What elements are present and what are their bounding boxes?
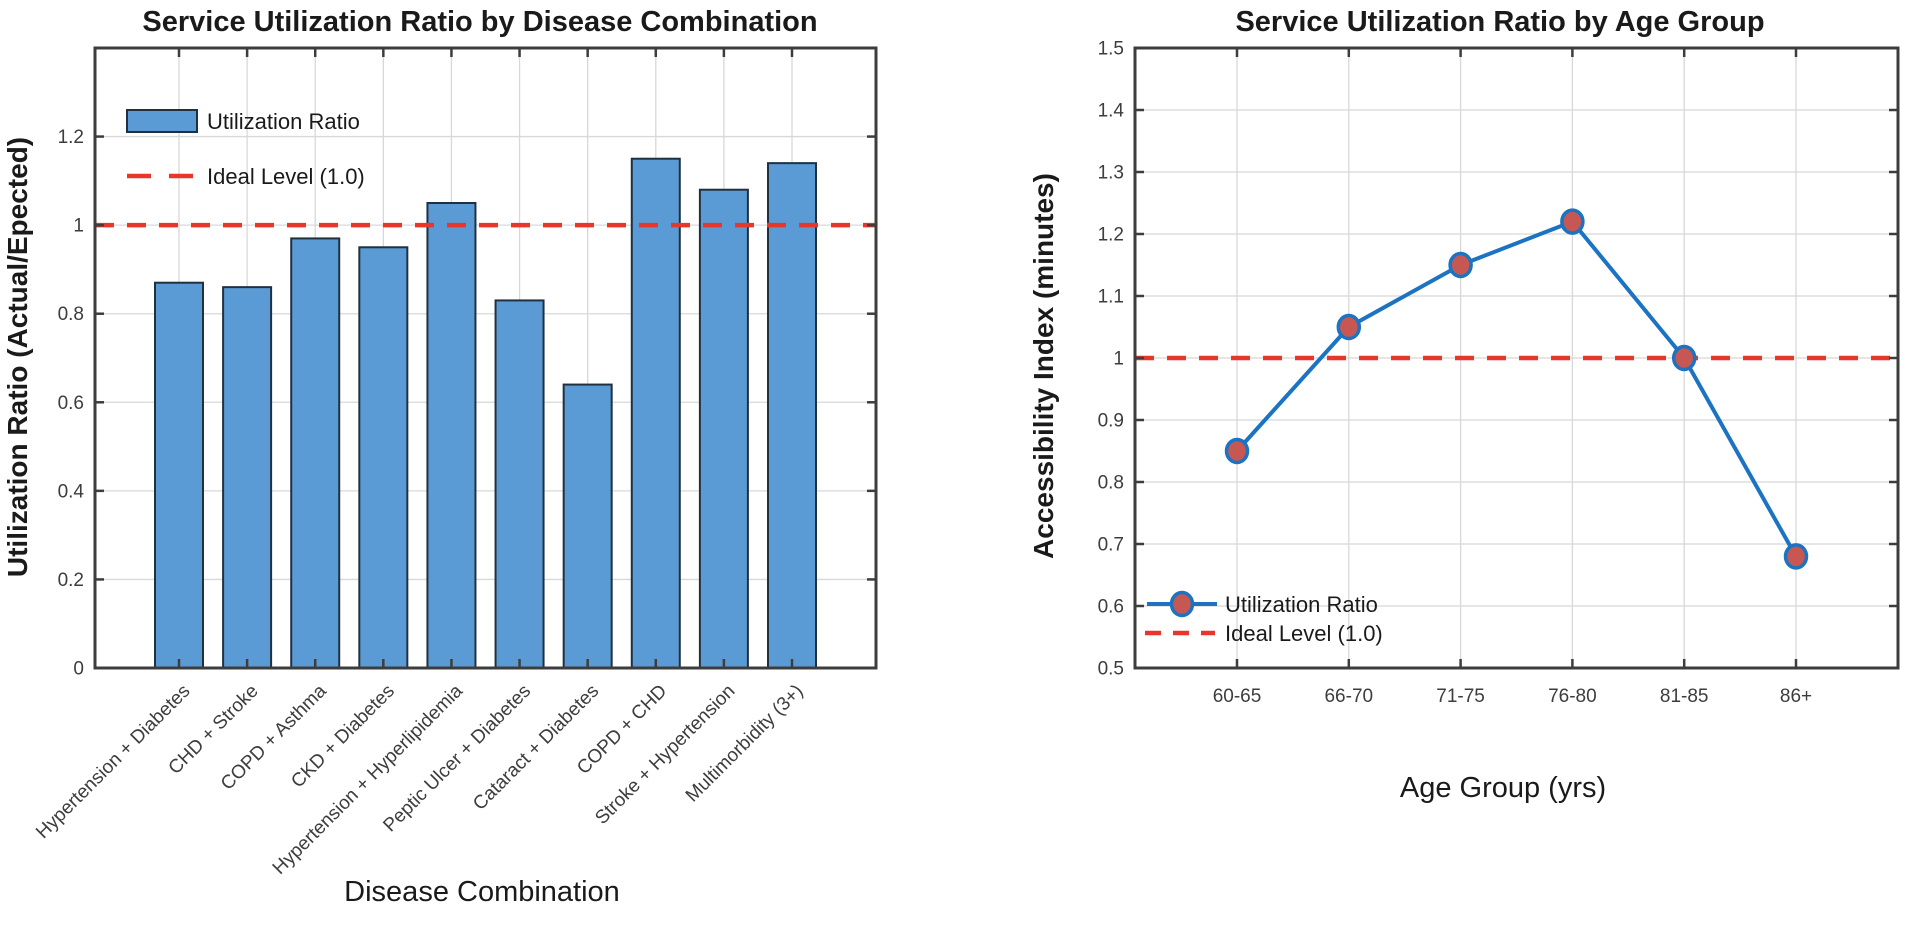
legend-label: Ideal Level (1.0) bbox=[1225, 621, 1383, 646]
x-tick-label: Cataract + Diabetes bbox=[469, 681, 603, 815]
legend: Utilization Ratio Ideal Level (1.0) bbox=[126, 109, 365, 189]
y-tick-label: 1.1 bbox=[1098, 287, 1124, 308]
legend-label: Utilization Ratio bbox=[207, 109, 360, 134]
bar bbox=[494, 299, 545, 669]
legend-label: Ideal Level (1.0) bbox=[207, 164, 365, 189]
x-tick-label: 76-80 bbox=[1548, 686, 1597, 707]
right-chart-title: Service Utilization Ratio by Age Group bbox=[1235, 6, 1765, 38]
y-tick-label: 0.9 bbox=[1098, 411, 1124, 432]
y-tick-label: 0.8 bbox=[1098, 473, 1124, 494]
y-tick-label: 1.4 bbox=[1098, 101, 1125, 122]
left-y-axis-label: Utilization Ratio (Actual/Epected) bbox=[2, 136, 33, 578]
legend-swatch-bar bbox=[126, 109, 198, 133]
y-tick-label: 0.2 bbox=[58, 570, 84, 591]
right-y-axis-label: Accessibility Index (minutes) bbox=[1028, 173, 1059, 559]
x-tick-label: 66-70 bbox=[1324, 686, 1373, 707]
y-tick-label: 0.8 bbox=[58, 304, 84, 325]
bar bbox=[562, 383, 613, 669]
y-tick-label: 0.6 bbox=[1098, 597, 1124, 618]
data-point bbox=[1336, 313, 1362, 341]
legend-swatch-marker bbox=[1169, 590, 1195, 618]
bar bbox=[290, 237, 341, 670]
x-tick-label: 86+ bbox=[1780, 686, 1812, 707]
bar bbox=[426, 202, 477, 669]
left-x-axis-label: Disease Combination bbox=[344, 876, 620, 908]
y-tick-label: 1.2 bbox=[58, 127, 84, 148]
x-tick-label: Multimorbidity (3+) bbox=[682, 681, 808, 807]
bar bbox=[767, 162, 817, 669]
x-tick-label: 81-85 bbox=[1660, 686, 1709, 707]
left-chart-title: Service Utilization Ratio by Disease Com… bbox=[142, 6, 818, 38]
y-tick-label: 0 bbox=[73, 659, 84, 680]
x-tick-label: Stroke + Hypertension bbox=[591, 681, 739, 829]
bar bbox=[630, 157, 681, 669]
y-tick-label: 1 bbox=[73, 216, 84, 237]
bar bbox=[698, 188, 749, 669]
bar bbox=[358, 246, 409, 670]
legend: Utilization Ratio Ideal Level (1.0) bbox=[1145, 590, 1383, 646]
y-tick-label: 1.3 bbox=[1098, 163, 1124, 184]
y-tick-label: 0.5 bbox=[1098, 659, 1124, 680]
x-tick-label: 60-65 bbox=[1213, 686, 1262, 707]
data-point bbox=[1783, 543, 1809, 570]
y-tick-label: 1.2 bbox=[1098, 225, 1124, 246]
data-point bbox=[1560, 208, 1585, 235]
bar bbox=[222, 286, 273, 669]
y-tick-label: 1 bbox=[1113, 349, 1124, 370]
plot-frame bbox=[93, 46, 878, 670]
legend-label: Utilization Ratio bbox=[1225, 592, 1378, 617]
y-tick-label: 0.7 bbox=[1098, 535, 1124, 556]
data-point bbox=[1671, 344, 1697, 372]
data-point bbox=[1224, 437, 1250, 465]
y-tick-label: 0.4 bbox=[58, 481, 85, 502]
x-tick-label: 71-75 bbox=[1436, 686, 1485, 707]
right-x-axis-label: Age Group (yrs) bbox=[1399, 772, 1607, 804]
age-group-line-chart: 0.5 0.6 0.7 0.8 0.9 1 1.1 1.2 1.3 1.4 1.5 60-65 66-7… bbox=[1098, 39, 1900, 707]
data-point bbox=[1448, 251, 1473, 279]
y-tick-label: 1.5 bbox=[1098, 39, 1124, 60]
data-line bbox=[1235, 219, 1798, 558]
y-tick-label: 0.6 bbox=[58, 393, 84, 414]
bar bbox=[154, 281, 204, 669]
